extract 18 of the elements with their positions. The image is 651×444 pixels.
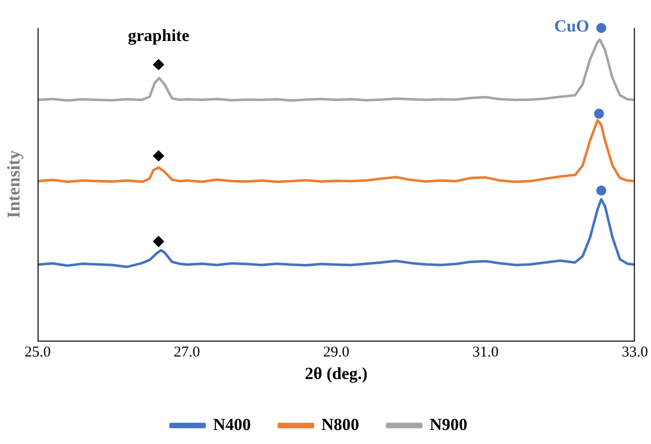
legend-label: N400 [213, 414, 251, 434]
legend-label: N800 [321, 414, 360, 434]
x-tick-label: 33.0 [622, 344, 648, 361]
x-tick-label: 25.0 [24, 344, 51, 361]
annotation: graphite [128, 26, 190, 45]
point [594, 108, 604, 119]
point [153, 236, 164, 248]
x-tick-label: 31.0 [472, 344, 499, 361]
x-axis-title: 2θ (deg.) [304, 364, 368, 384]
point [153, 59, 164, 70]
point [596, 23, 606, 33]
x-tick-label: 27.0 [174, 344, 200, 361]
point [596, 186, 606, 196]
annotation: CuO [554, 16, 590, 36]
legend-label: N900 [430, 414, 468, 434]
x-tick-label: 29.0 [323, 344, 350, 361]
point [153, 150, 164, 162]
y-axis-title: Intensity [3, 150, 24, 218]
